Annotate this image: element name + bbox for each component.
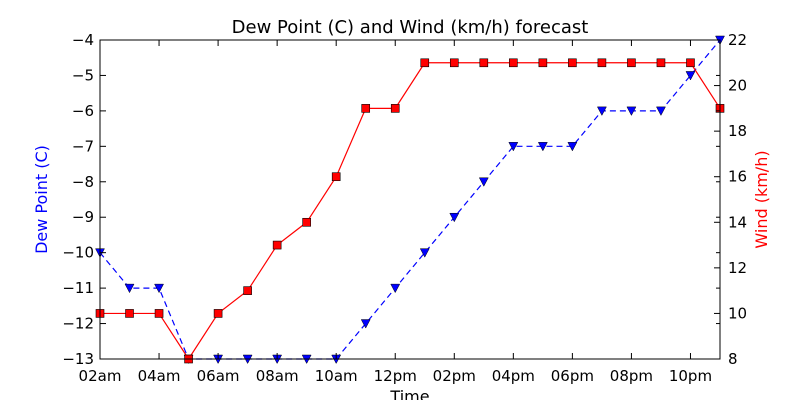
wind-point — [361, 104, 371, 113]
y-left-tick-label: −10 — [62, 244, 94, 262]
x-tick-label: 02am — [79, 367, 122, 385]
dew-point-point — [390, 283, 401, 294]
y-right-tick-label: 12 — [728, 259, 747, 277]
x-tick-label: 10pm — [669, 367, 712, 385]
y-left-tick-label: −5 — [72, 66, 94, 84]
wind-point — [272, 240, 282, 250]
x-tick-label: 12pm — [374, 367, 417, 385]
y-left-tick-label: −9 — [72, 208, 94, 226]
y-right-tick-label: 16 — [728, 168, 747, 186]
y-left-tick-label: −11 — [62, 279, 94, 297]
y-right-tick-label: 20 — [728, 77, 747, 95]
y-axis-label-left: Dew Point (C) — [32, 145, 51, 254]
wind-point — [686, 58, 695, 68]
wind-point — [302, 217, 311, 227]
x-tick-label: 06pm — [551, 367, 594, 385]
y-axis-label-right: Wind (km/h) — [752, 150, 771, 248]
dew-point-point — [626, 106, 637, 116]
y-left-tick-label: −12 — [62, 315, 94, 333]
x-tick-label: 10am — [315, 367, 358, 385]
x-tick-label: 04pm — [492, 367, 535, 385]
dew-point-point — [124, 283, 135, 294]
wind-point — [420, 58, 430, 68]
dew-point-point — [685, 71, 696, 81]
wind-point — [538, 58, 548, 68]
wind-point — [243, 286, 252, 295]
y-right-tick-label: 22 — [728, 31, 747, 49]
dew-point-point — [508, 142, 519, 152]
wind-point — [597, 58, 607, 68]
dew-point-point — [449, 212, 460, 223]
dew-point-point — [537, 142, 548, 152]
wind-point — [627, 58, 636, 68]
wind-series-line — [100, 62, 721, 361]
wind-point — [449, 58, 459, 68]
y-left-tick-label: −7 — [72, 137, 94, 155]
wind-point — [213, 309, 223, 318]
x-tick-label: 08am — [256, 367, 299, 385]
wind-point — [568, 58, 577, 68]
dew-point-point — [360, 319, 371, 329]
wind-point — [125, 309, 134, 318]
dew-point-point — [596, 106, 607, 116]
x-axis-label: Time — [389, 387, 429, 400]
dew-point-point — [478, 177, 489, 187]
wind-point — [479, 58, 489, 68]
y-right-tick-label: 14 — [728, 213, 747, 231]
x-tick-label: 06am — [197, 367, 240, 385]
x-tick-label: 04am — [138, 367, 181, 385]
dew-point-point — [656, 106, 666, 116]
wind-point — [656, 58, 666, 68]
y-left-tick-label: −8 — [72, 173, 94, 191]
plot-frame — [99, 39, 721, 360]
y-right-tick-label: 8 — [728, 350, 738, 368]
y-left-tick-label: −4 — [72, 31, 94, 49]
dew-point-point — [567, 142, 578, 152]
plot-area: −13 −12 −11 −10 −9 −8 −7 −6 −5 −4 8 10 12 14 16 18 20 22 0… — [62, 31, 747, 385]
wind-point — [154, 309, 164, 318]
y-left-tick-label: −6 — [72, 102, 94, 120]
wind-point — [390, 104, 400, 113]
y-right-tick-label: 10 — [728, 304, 747, 322]
chart-title: Dew Point (C) and Wind (km/h) forecast — [232, 17, 589, 38]
dew-point-point — [154, 283, 164, 294]
wind-point — [331, 172, 341, 182]
y-left-tick-label: −13 — [62, 350, 94, 368]
dew-point-point — [419, 248, 430, 258]
y-right-tick-label: 18 — [728, 122, 747, 140]
x-tick-label: 02pm — [433, 367, 476, 385]
x-tick-label: 08pm — [610, 367, 653, 385]
wind-point — [509, 58, 518, 68]
dew-point-series-line — [99, 39, 721, 360]
